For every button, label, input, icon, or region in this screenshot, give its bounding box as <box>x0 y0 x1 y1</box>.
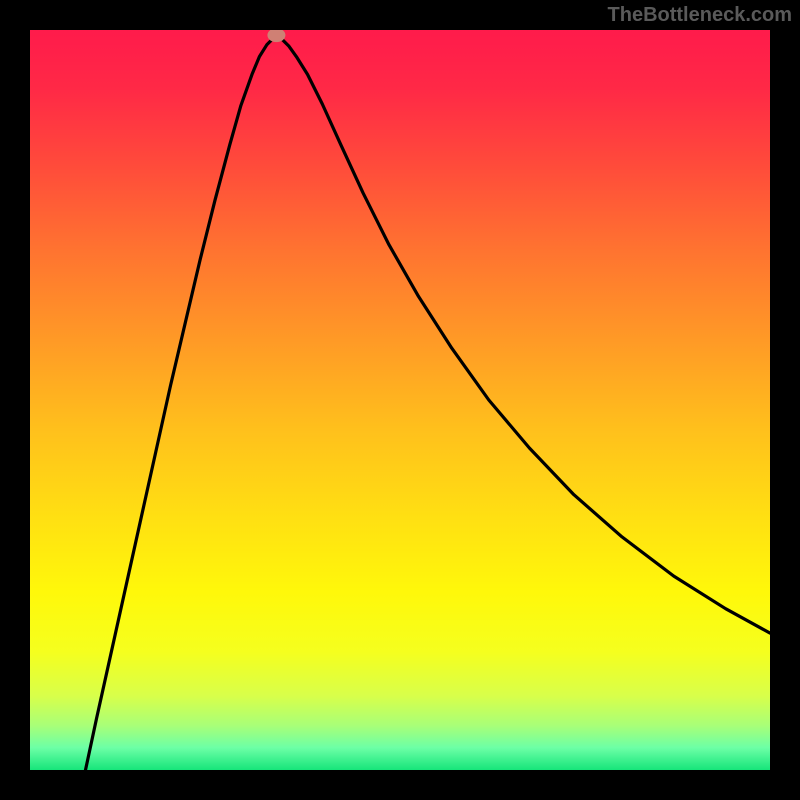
plot-frame <box>0 0 800 800</box>
chart-container: TheBottleneck.com <box>0 0 800 800</box>
bottleneck-curve <box>86 37 771 770</box>
plot-area <box>30 30 770 770</box>
curve-svg <box>30 30 770 770</box>
watermark-text: TheBottleneck.com <box>608 4 792 27</box>
